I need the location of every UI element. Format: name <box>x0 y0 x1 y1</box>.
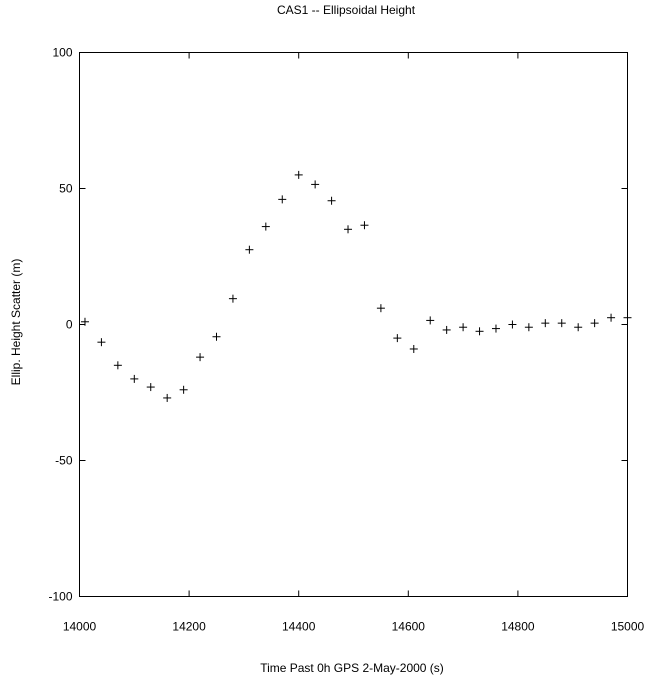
data-point <box>376 304 385 313</box>
data-point <box>146 383 155 392</box>
data-point <box>590 319 599 328</box>
axis-tick-labels: 14000 14200 14400 14600 14800 15000 -100 -50 0 50… <box>48 46 644 634</box>
data-point <box>426 316 435 325</box>
x-axis-label: Time Past 0h GPS 2-May-2000 (s) <box>260 661 444 675</box>
data-point <box>130 374 139 383</box>
y-tick-label: -100 <box>48 590 72 604</box>
y-tick-label: 50 <box>59 182 73 196</box>
data-point <box>491 324 500 333</box>
data-point <box>574 323 583 332</box>
x-tick-label: 14800 <box>501 620 535 634</box>
y-tick-label: 0 <box>66 318 73 332</box>
data-point <box>393 334 402 343</box>
data-point <box>541 319 550 328</box>
y-tick-label: -50 <box>55 454 73 468</box>
data-point <box>179 385 188 394</box>
x-tick-label: 15000 <box>611 620 645 634</box>
data-point <box>409 344 418 353</box>
data-point <box>294 170 303 179</box>
data-point <box>212 332 221 341</box>
axis-ticks <box>79 52 628 597</box>
data-point <box>245 245 254 254</box>
data-point <box>163 393 172 402</box>
x-tick-label: 14000 <box>63 620 97 634</box>
data-point <box>557 319 566 328</box>
data-point <box>261 222 270 231</box>
data-point <box>278 195 287 204</box>
x-tick-label: 14600 <box>392 620 426 634</box>
chart-title: CAS1 -- Ellipsoidal Height <box>277 3 416 17</box>
data-point <box>228 294 237 303</box>
data-point <box>623 313 632 322</box>
data-point <box>80 317 89 326</box>
y-tick-label: 100 <box>52 46 72 60</box>
x-tick-label: 14400 <box>282 620 316 634</box>
x-tick-label: 14200 <box>172 620 206 634</box>
data-point <box>360 221 369 230</box>
data-point <box>524 323 533 332</box>
data-point <box>607 313 616 322</box>
data-point <box>113 361 122 370</box>
data-point <box>327 196 336 205</box>
data-points <box>80 170 632 402</box>
data-point <box>508 320 517 329</box>
data-point <box>97 338 106 347</box>
y-axis-label: Ellip. Height Scatter (m) <box>9 259 23 386</box>
data-point <box>344 225 353 234</box>
data-point <box>459 323 468 332</box>
data-point <box>442 325 451 334</box>
data-point <box>311 180 320 189</box>
data-point <box>475 327 484 336</box>
data-point <box>196 353 205 362</box>
